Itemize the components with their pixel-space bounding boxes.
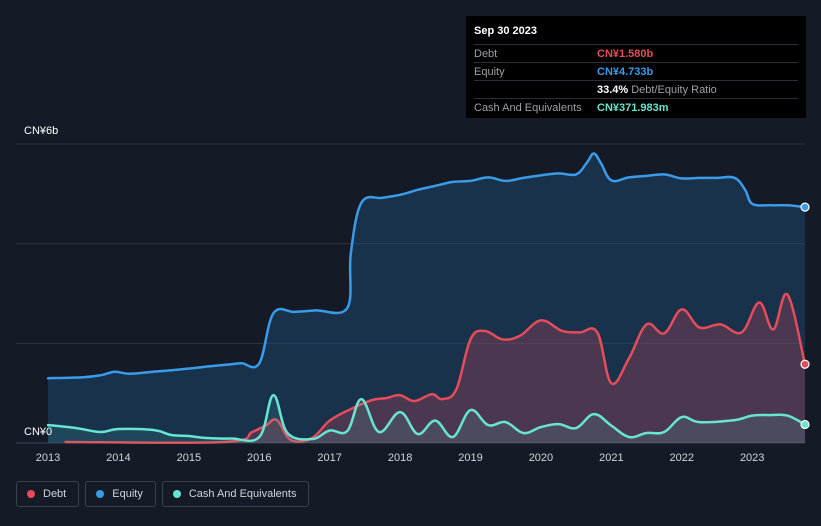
x-tick-label: 2016: [247, 452, 271, 464]
y-axis-bottom-label: CN¥0: [24, 426, 52, 438]
legend-item-cash[interactable]: Cash And Equivalents: [161, 481, 310, 507]
tooltip-cash-value: CN¥371.983m: [597, 102, 669, 114]
legend-item-equity[interactable]: Equity: [85, 481, 156, 507]
equity-line: [46, 152, 807, 380]
equity-end-marker: [800, 202, 810, 212]
debt-dot-icon: [27, 490, 35, 498]
tooltip-row-equity: Equity CN¥4.733b: [474, 64, 798, 81]
cash-area: [48, 395, 805, 443]
tooltip-ratio-spacer: [474, 82, 597, 98]
tooltip-ratio-value: 33.4%: [597, 84, 629, 96]
tooltip-ratio-label: Debt/Equity Ratio: [631, 84, 717, 96]
x-tick-label: 2021: [599, 452, 623, 464]
legend-debt-label: Debt: [43, 488, 67, 500]
tooltip-cash-label: Cash And Equivalents: [474, 102, 582, 114]
tooltip-panel: Sep 30 2023 Debt CN¥1.580b Equity CN¥4.7…: [466, 16, 806, 118]
tooltip-equity-value: CN¥4.733b: [597, 66, 654, 78]
tooltip-debt-label: Debt: [474, 48, 498, 60]
tooltip-debt-value: CN¥1.580b: [597, 48, 654, 60]
tooltip-row-debt: Debt CN¥1.580b: [474, 46, 798, 63]
tooltip-row-cash: Cash And Equivalents CN¥371.983m: [474, 100, 798, 116]
legend: Debt Equity Cash And Equivalents: [16, 481, 310, 507]
x-tick-label: 2022: [670, 452, 694, 464]
debt-line: [64, 292, 807, 445]
x-tick-label: 2014: [106, 452, 130, 464]
x-tick-label: 2020: [529, 452, 553, 464]
x-tick-label: 2017: [317, 452, 341, 464]
debt-area: [65, 293, 806, 443]
debt-end-marker: [800, 359, 810, 369]
y-axis-top-label: CN¥6b: [24, 125, 58, 137]
tooltip-equity-label: Equity: [474, 66, 505, 78]
tooltip-row-ratio: 33.4% Debt/Equity Ratio: [474, 82, 798, 99]
equity-area: [48, 153, 805, 443]
legend-equity-label: Equity: [112, 488, 143, 500]
x-tick-label: 2013: [36, 452, 60, 464]
x-tick-label: 2023: [740, 452, 764, 464]
cash-dot-icon: [172, 490, 181, 498]
cash-end-marker: [800, 419, 810, 430]
tooltip-date: Sep 30 2023: [474, 24, 798, 45]
x-tick-label: 2018: [388, 452, 412, 464]
legend-item-debt[interactable]: Debt: [16, 481, 80, 507]
x-tick-label: 2019: [458, 452, 482, 464]
legend-cash-label: Cash And Equivalents: [188, 488, 297, 500]
x-tick-label: 2015: [177, 452, 201, 464]
cash-line: [46, 393, 807, 443]
equity-dot-icon: [96, 490, 105, 498]
